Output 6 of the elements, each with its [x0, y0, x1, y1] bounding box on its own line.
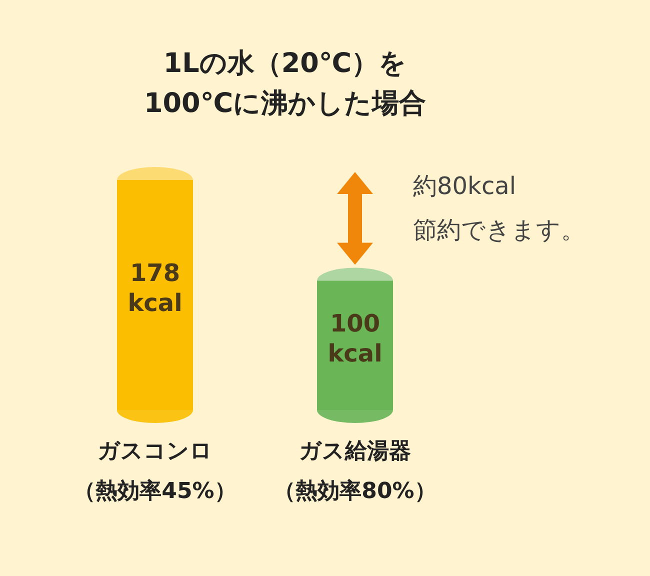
annotation: 約80kcal 節約できます。: [413, 172, 585, 244]
x-tick-label: ガスコンロ（熱効率45%）: [74, 439, 236, 504]
chart-title: 1Lの水（20℃）を 100℃に沸かした場合: [144, 48, 426, 119]
data-label: 178 kcal: [128, 259, 182, 317]
data-label: 100 kcal: [328, 309, 382, 368]
x-tick-label: ガス給湯器（熱効率80%）: [274, 439, 436, 504]
